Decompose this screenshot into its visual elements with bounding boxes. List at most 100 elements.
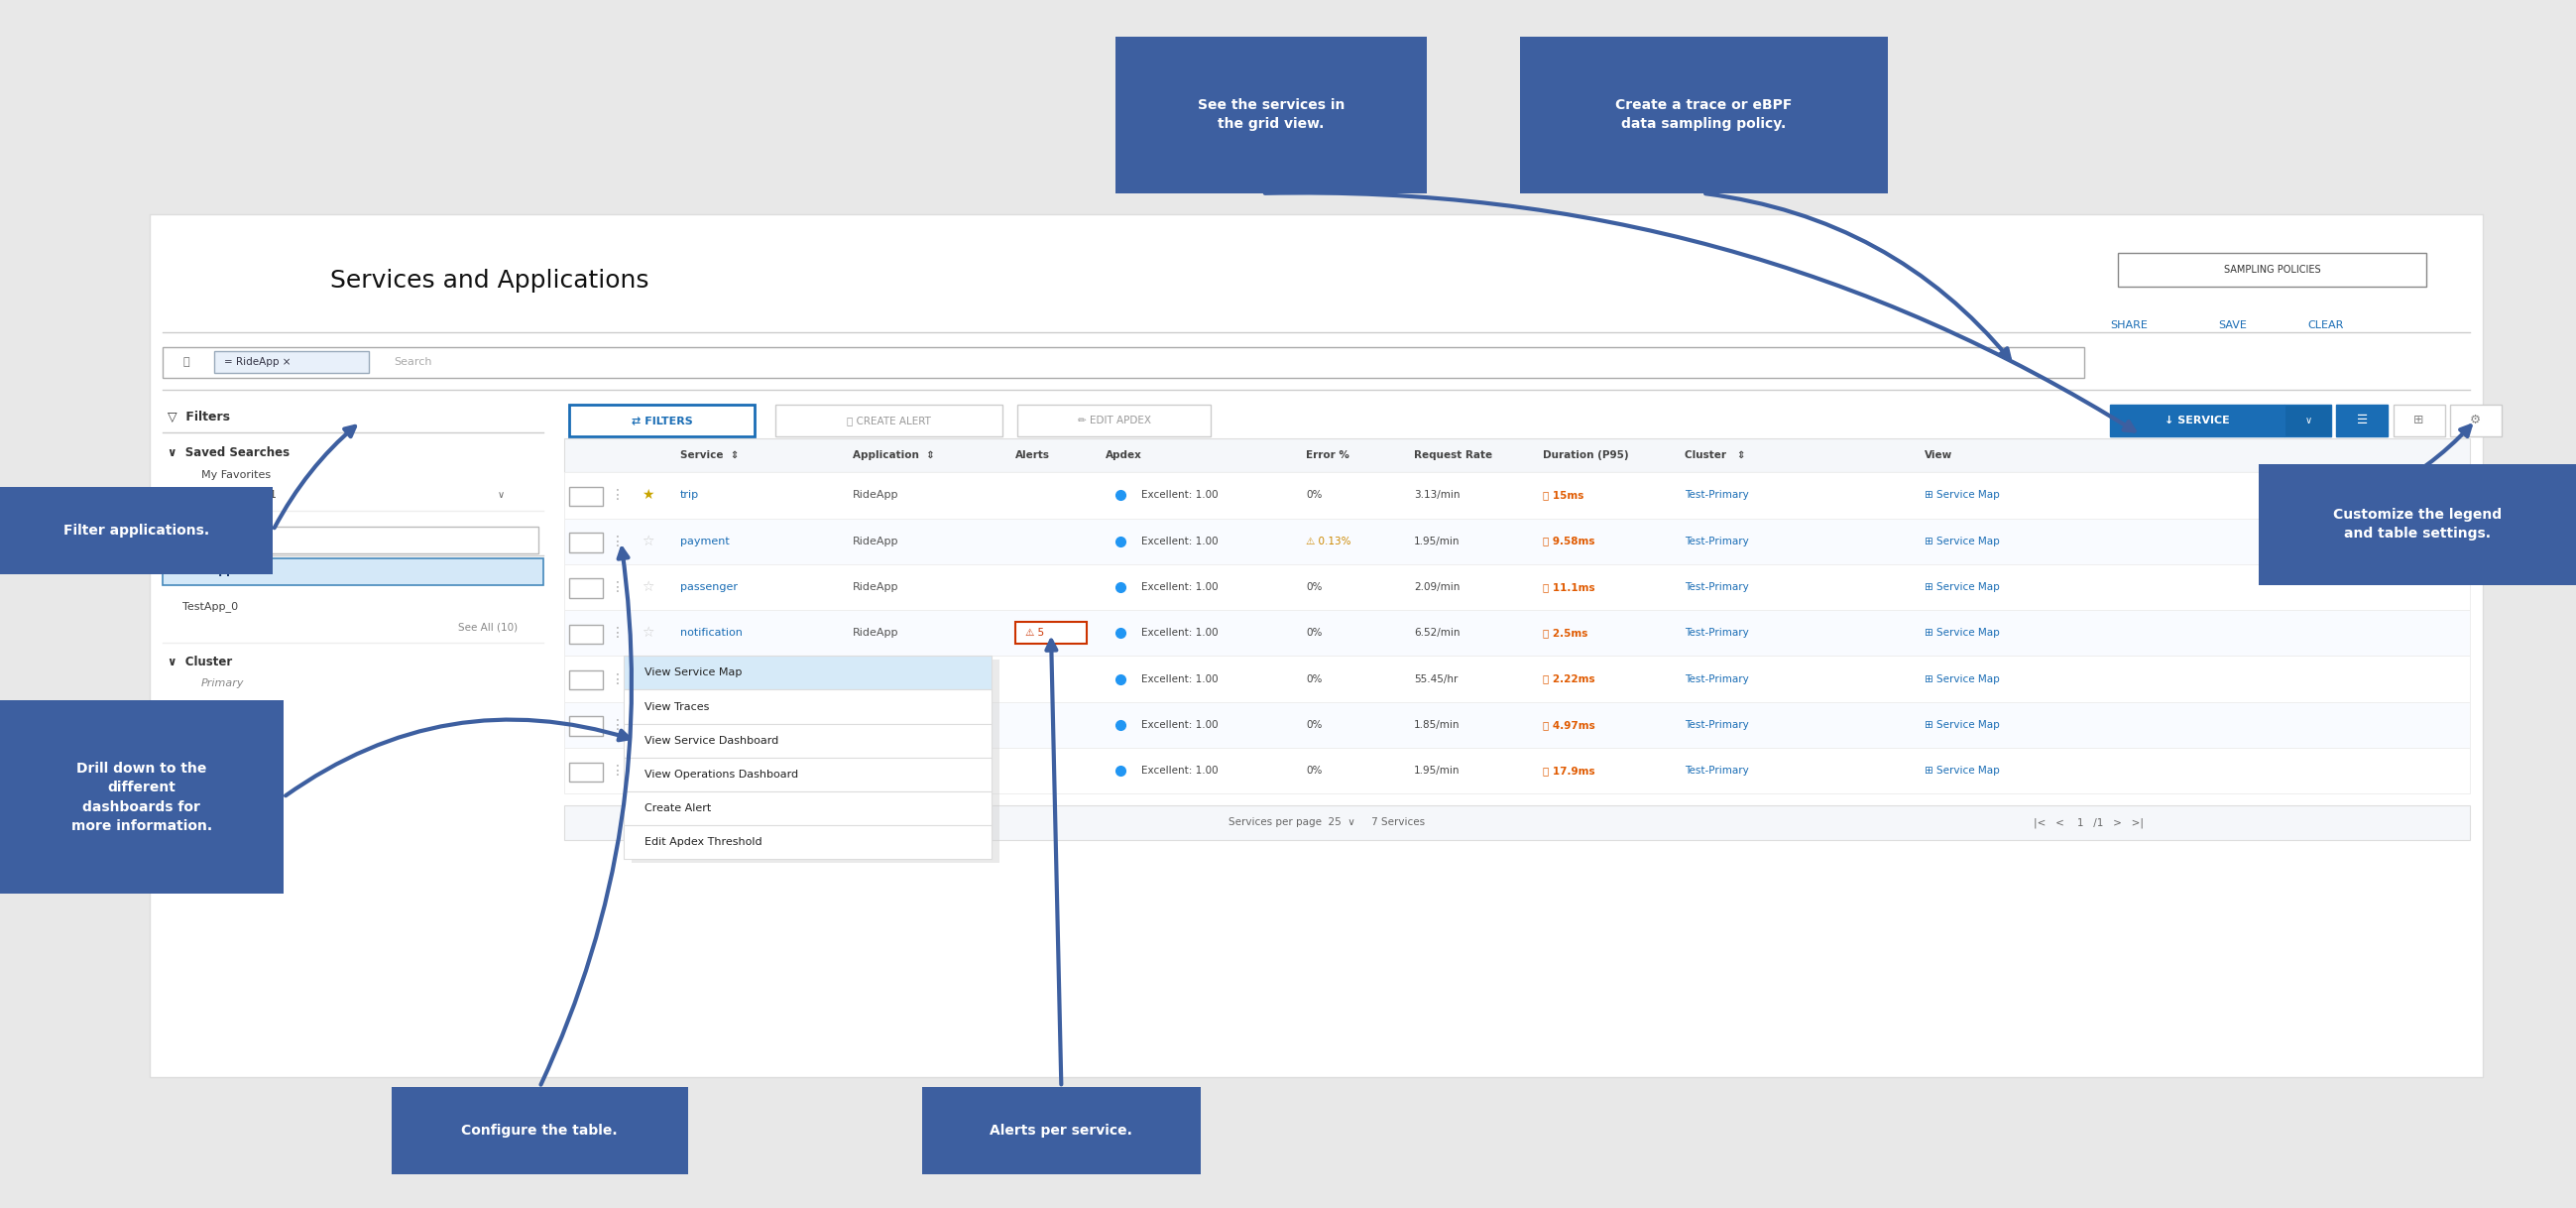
Text: = RideApp ×: = RideApp × bbox=[224, 358, 291, 367]
Text: ☆: ☆ bbox=[641, 626, 654, 640]
Text: ⊞: ⊞ bbox=[2414, 414, 2424, 426]
Bar bbox=[564, 610, 2470, 656]
Text: Create Alert: Create Alert bbox=[644, 803, 711, 813]
Bar bbox=[564, 518, 2470, 564]
Bar bbox=[569, 579, 603, 598]
Text: ⚠ 0.13%: ⚠ 0.13% bbox=[1306, 536, 1352, 546]
Text: Alerts: Alerts bbox=[1015, 451, 1048, 460]
Bar bbox=[2117, 252, 2427, 286]
Text: ⓘ 15ms: ⓘ 15ms bbox=[1543, 490, 1584, 500]
Bar bbox=[623, 757, 992, 791]
Text: Cluster   ⇕: Cluster ⇕ bbox=[1685, 451, 1747, 460]
Text: ↓ SERVICE: ↓ SERVICE bbox=[2164, 416, 2231, 425]
Bar bbox=[922, 1087, 1200, 1174]
Text: ☆: ☆ bbox=[641, 672, 654, 686]
Bar bbox=[623, 656, 992, 690]
Text: ☆: ☆ bbox=[641, 763, 654, 778]
Text: Test-Primary: Test-Primary bbox=[1685, 582, 1749, 592]
Text: |<   <    1   /1   >   >|: |< < 1 /1 > >| bbox=[2035, 818, 2143, 827]
Text: My Favorites: My Favorites bbox=[201, 470, 270, 480]
Text: RideApp: RideApp bbox=[853, 582, 899, 592]
Text: Test-Primary: Test-Primary bbox=[1685, 628, 1749, 638]
Text: View Service Map: View Service Map bbox=[644, 668, 742, 678]
Text: notification: notification bbox=[680, 628, 742, 638]
Text: trip: trip bbox=[680, 490, 698, 500]
Text: ⓘ 9.58ms: ⓘ 9.58ms bbox=[1543, 536, 1595, 546]
Bar bbox=[162, 347, 2084, 378]
Text: See All (10): See All (10) bbox=[459, 622, 518, 632]
Text: Request Rate: Request Rate bbox=[1414, 451, 1492, 460]
Text: payment: payment bbox=[680, 536, 729, 546]
Text: RideApp: RideApp bbox=[853, 536, 899, 546]
Text: ⚙: ⚙ bbox=[2470, 414, 2481, 426]
Text: SHARE: SHARE bbox=[2110, 320, 2148, 330]
Bar bbox=[564, 702, 2470, 748]
Bar bbox=[2110, 405, 2285, 436]
Text: ⓘ 2.5ms: ⓘ 2.5ms bbox=[1543, 628, 1587, 638]
Bar bbox=[2393, 405, 2445, 436]
Text: Search: Search bbox=[394, 358, 433, 367]
Text: ∨  Cluster: ∨ Cluster bbox=[167, 656, 232, 668]
Text: Filter applications.: Filter applications. bbox=[64, 523, 209, 538]
Text: 0%: 0% bbox=[1306, 582, 1321, 592]
Text: Error %: Error % bbox=[1306, 451, 1350, 460]
Text: ⊞ Service Map: ⊞ Service Map bbox=[1924, 720, 1999, 730]
Text: ∨  Saved Searches: ∨ Saved Searches bbox=[167, 447, 289, 459]
Text: View Service Dashboard: View Service Dashboard bbox=[644, 736, 778, 745]
Text: ∨  Application: ∨ Application bbox=[167, 523, 260, 535]
Text: ⊞ Service Map: ⊞ Service Map bbox=[1924, 582, 1999, 592]
Text: ⋮: ⋮ bbox=[611, 534, 623, 548]
Text: Secondary: Secondary bbox=[201, 701, 260, 710]
Bar bbox=[2259, 464, 2576, 585]
Text: 1.95/min: 1.95/min bbox=[1414, 766, 1461, 776]
Text: 0%: 0% bbox=[1306, 628, 1321, 638]
Bar bbox=[564, 656, 2470, 702]
Bar bbox=[623, 825, 992, 859]
Text: SAVE: SAVE bbox=[2218, 320, 2246, 330]
Text: TestApp_0: TestApp_0 bbox=[183, 602, 240, 611]
Text: Excellent: 1.00: Excellent: 1.00 bbox=[1141, 720, 1218, 730]
Text: Test-Primary: Test-Primary bbox=[1685, 720, 1749, 730]
Text: RideApp: RideApp bbox=[853, 628, 899, 638]
Text: 0%: 0% bbox=[1306, 490, 1321, 500]
Bar bbox=[0, 701, 283, 894]
Text: ⌕: ⌕ bbox=[183, 358, 191, 367]
Text: Edit Apdex Threshold: Edit Apdex Threshold bbox=[644, 837, 762, 847]
Bar bbox=[2285, 405, 2331, 436]
Text: Excellent: 1.00: Excellent: 1.00 bbox=[1141, 536, 1218, 546]
Bar bbox=[775, 405, 1002, 436]
Text: Customize the legend
and table settings.: Customize the legend and table settings. bbox=[2334, 507, 2501, 541]
Text: ⓘ 11.1ms: ⓘ 11.1ms bbox=[1543, 582, 1595, 592]
Text: ⊞ Service Map: ⊞ Service Map bbox=[1924, 536, 1999, 546]
Text: See the services in
the grid view.: See the services in the grid view. bbox=[1198, 98, 1345, 132]
Bar bbox=[564, 472, 2470, 518]
Text: Primary: Primary bbox=[201, 679, 245, 689]
Text: 1.85/min: 1.85/min bbox=[1414, 720, 1461, 730]
Bar bbox=[564, 748, 2470, 794]
Bar bbox=[1015, 622, 1087, 644]
Text: SaveSearch-1: SaveSearch-1 bbox=[201, 490, 278, 500]
Bar bbox=[162, 558, 544, 585]
Bar bbox=[392, 1087, 688, 1174]
Text: View: View bbox=[1924, 451, 1953, 460]
Text: Test-Primary: Test-Primary bbox=[1685, 674, 1749, 684]
Text: ⋮: ⋮ bbox=[611, 763, 623, 778]
Text: ⓘ 17.9ms: ⓘ 17.9ms bbox=[1543, 766, 1595, 776]
Text: Drill down to the
different
dashboards for
more information.: Drill down to the different dashboards f… bbox=[72, 761, 211, 834]
Bar bbox=[1018, 405, 1211, 436]
Text: ⋮: ⋮ bbox=[611, 488, 623, 503]
Text: Excellent: 1.00: Excellent: 1.00 bbox=[1141, 628, 1218, 638]
Bar bbox=[631, 660, 999, 863]
Text: ☆: ☆ bbox=[641, 534, 654, 548]
Text: ▽  Filters: ▽ Filters bbox=[167, 411, 229, 423]
Text: ⋮: ⋮ bbox=[611, 672, 623, 686]
Bar bbox=[2450, 405, 2501, 436]
Text: Excellent: 1.00: Excellent: 1.00 bbox=[1141, 582, 1218, 592]
Text: ⚠ 5: ⚠ 5 bbox=[1025, 628, 1043, 638]
Bar bbox=[623, 690, 992, 724]
Text: Test-Primary: Test-Primary bbox=[1685, 490, 1749, 500]
Text: Services per page  25  ∨     7 Services: Services per page 25 ∨ 7 Services bbox=[1229, 818, 1425, 827]
Text: Service  ⇕: Service ⇕ bbox=[680, 451, 739, 460]
Text: ⋮: ⋮ bbox=[611, 718, 623, 732]
Text: ⇄ FILTERS: ⇄ FILTERS bbox=[631, 416, 693, 425]
